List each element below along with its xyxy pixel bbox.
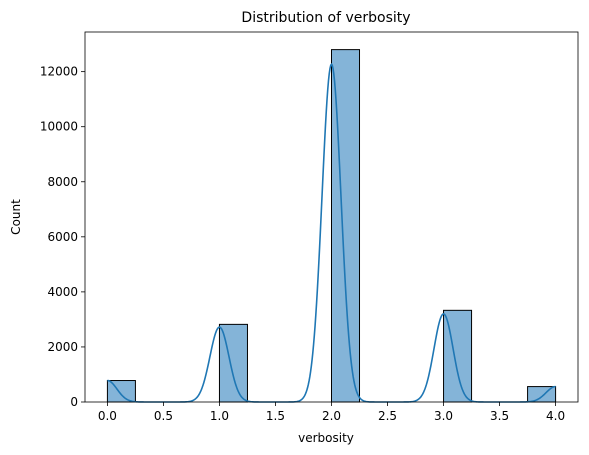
y-tick-label: 4000 <box>47 285 78 299</box>
y-axis-label: Count <box>9 199 23 235</box>
histogram-bar <box>107 381 135 402</box>
chart-title: Distribution of verbosity <box>241 10 410 26</box>
y-axis-ticks: 0 2000 4000 6000 8000 10000 12000 <box>40 65 85 409</box>
x-axis-ticks: 0.0 0.5 1.0 1.5 2.0 2.5 3.0 3.5 4.0 <box>98 402 565 423</box>
x-tick-label: 0.0 <box>98 409 117 423</box>
y-tick-label: 8000 <box>47 175 78 189</box>
x-axis-label: verbosity <box>298 431 354 445</box>
x-tick-label: 2.0 <box>322 409 341 423</box>
x-tick-label: 3.0 <box>434 409 453 423</box>
x-tick-label: 4.0 <box>546 409 565 423</box>
x-tick-label: 2.5 <box>378 409 397 423</box>
x-tick-label: 1.0 <box>210 409 229 423</box>
y-tick-label: 6000 <box>47 230 78 244</box>
x-tick-label: 3.5 <box>490 409 509 423</box>
y-tick-label: 12000 <box>40 65 78 79</box>
bars-group <box>107 50 555 402</box>
x-tick-label: 1.5 <box>266 409 285 423</box>
y-tick-label: 0 <box>70 395 78 409</box>
x-tick-label: 0.5 <box>154 409 173 423</box>
y-tick-label: 10000 <box>40 120 78 134</box>
y-tick-label: 2000 <box>47 340 78 354</box>
